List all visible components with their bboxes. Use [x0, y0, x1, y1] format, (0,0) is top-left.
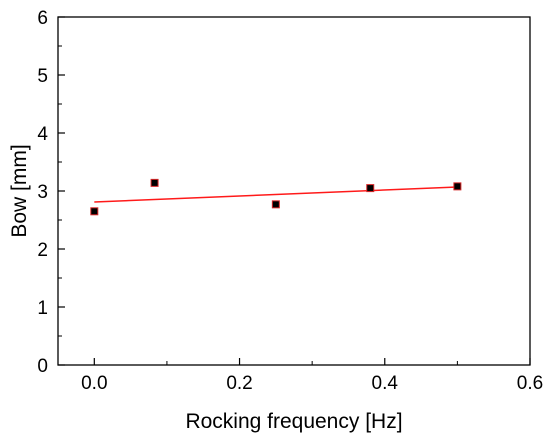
y-tick-label: 6 [37, 8, 48, 29]
fit-line [94, 186, 458, 203]
y-tick-label: 3 [37, 182, 48, 203]
data-point [150, 178, 159, 187]
data-point [90, 207, 99, 216]
data-points [90, 178, 462, 216]
data-point [453, 182, 462, 191]
y-tick-label: 4 [37, 124, 48, 145]
fit-line-group [94, 186, 458, 203]
y-tick-label: 0 [37, 356, 48, 377]
y-axis-ticks: 0 1 2 3 4 5 6 [37, 8, 65, 377]
data-point [366, 184, 375, 193]
y-tick-label: 2 [37, 240, 48, 261]
x-axis-title: Rocking frequency [Hz] [185, 410, 402, 433]
x-tick-label: 0.4 [372, 373, 399, 394]
x-tick-label: 0.0 [81, 373, 107, 394]
y-tick-label: 1 [37, 298, 48, 319]
data-point [271, 200, 280, 209]
x-tick-label: 0.2 [226, 373, 252, 394]
x-axis-ticks: 0.0 0.2 0.4 0.6 [81, 358, 543, 394]
x-tick-label: 0.6 [517, 373, 543, 394]
y-axis-title: Bow [mm] [8, 144, 31, 237]
plot-frame [57, 16, 531, 366]
y-tick-label: 5 [37, 66, 48, 87]
